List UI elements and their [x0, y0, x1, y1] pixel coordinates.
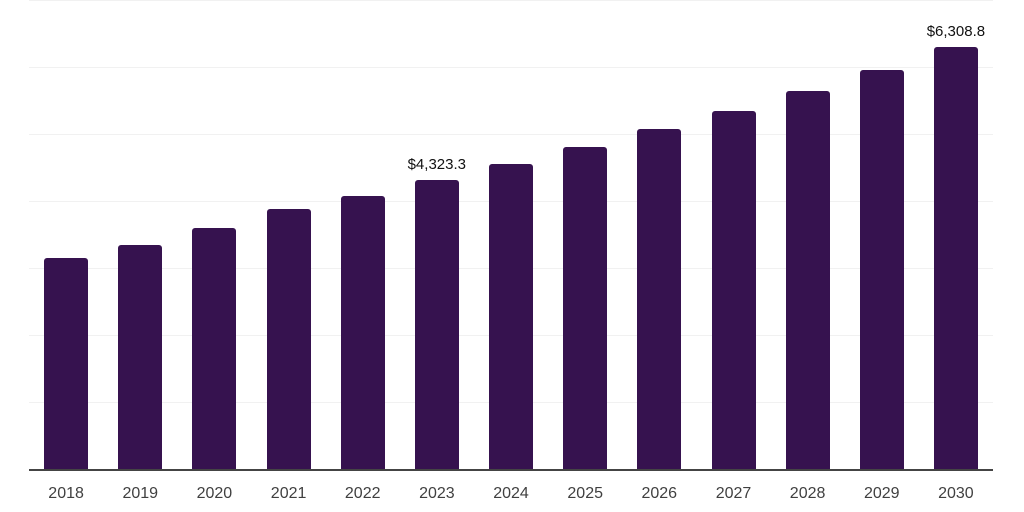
plot-area: $4,323.3 $6,308.8 — [29, 0, 993, 470]
bar-2030 — [933, 47, 978, 470]
x-tick-label-2022: 2022 — [344, 485, 381, 502]
x-tick-label-2027: 2027 — [715, 485, 752, 502]
x-axis-line — [29, 469, 993, 471]
bar-2026 — [637, 129, 682, 470]
x-tick-label-2030: 2030 — [938, 485, 974, 502]
gridline — [29, 134, 993, 135]
bar-2020 — [192, 227, 237, 470]
x-tick-label-2020: 2020 — [196, 485, 233, 502]
x-tick-label-2024: 2024 — [493, 485, 529, 502]
bar-2018 — [44, 257, 89, 470]
x-tick-label-2018: 2018 — [48, 485, 84, 502]
x-tick-label-2029: 2029 — [863, 485, 900, 502]
bar-value-label-2030: $6,308.8 — [926, 23, 986, 41]
bar-2028 — [785, 90, 830, 470]
bar-2022 — [340, 195, 385, 470]
x-tick-label-2028: 2028 — [789, 485, 826, 502]
bar-2019 — [118, 245, 163, 470]
x-tick-label-2021: 2021 — [270, 485, 307, 502]
x-axis-labels: 2018 2019 2020 2021 2022 2023 2024 2025 2026 2027… — [29, 484, 993, 504]
bar-2021 — [266, 209, 311, 470]
x-tick-label-2025: 2025 — [567, 485, 603, 502]
gridline — [29, 67, 993, 68]
x-tick-label-2019: 2019 — [122, 485, 159, 502]
x-tick-label-2026: 2026 — [641, 485, 678, 502]
bar-2024 — [489, 164, 533, 470]
bar-2025 — [563, 147, 608, 470]
x-tick-label-2023: 2023 — [419, 485, 455, 502]
bar-2029 — [859, 69, 904, 470]
bar-value-label-2023: $4,323.3 — [407, 156, 466, 174]
bar-2023 — [414, 180, 459, 470]
bar-2027 — [711, 110, 756, 470]
gridline — [29, 0, 993, 1]
